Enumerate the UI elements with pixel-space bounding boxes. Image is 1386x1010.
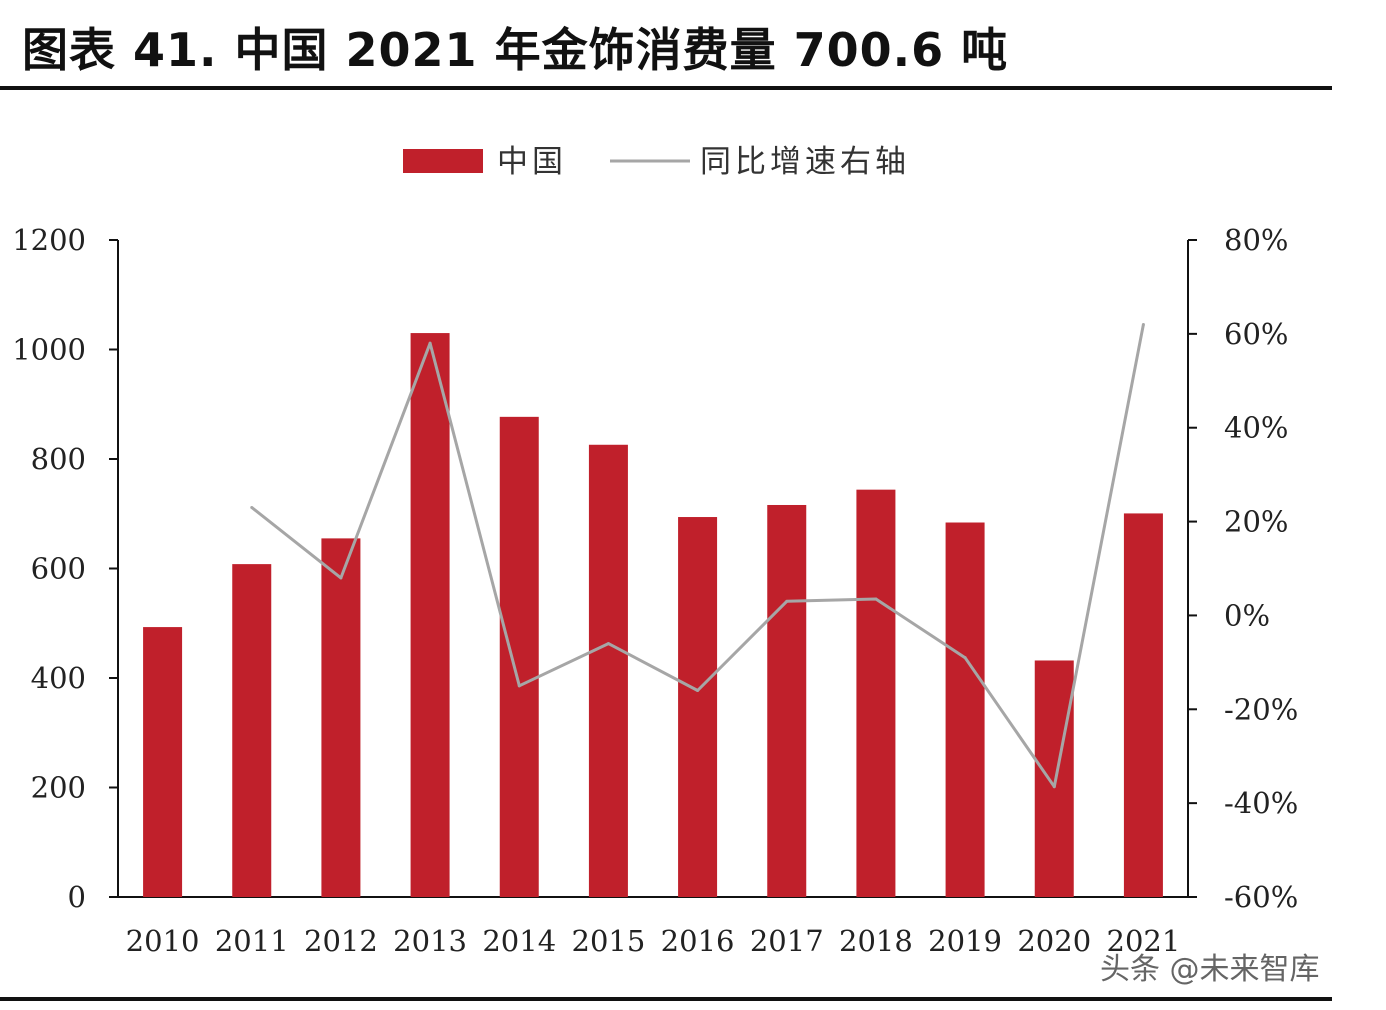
legend-bar-swatch <box>403 149 483 173</box>
growth-point-2014 <box>517 684 521 688</box>
bar-2015 <box>588 444 628 897</box>
growth-point-2019 <box>963 656 967 660</box>
bar-2021 <box>1123 513 1163 897</box>
axes <box>109 239 1197 898</box>
bottom-rule <box>0 997 1332 1001</box>
right-tick-label: -60% <box>1224 880 1298 914</box>
right-tick-label: 0% <box>1224 598 1270 632</box>
growth-point-2020 <box>1052 785 1056 789</box>
x-tick-label: 2011 <box>215 924 289 958</box>
growth-point-2011 <box>250 505 254 509</box>
bar-2011 <box>232 564 272 897</box>
x-tick-label: 2015 <box>572 924 646 958</box>
right-tick-label: 60% <box>1224 317 1288 351</box>
x-tick-label: 2014 <box>482 924 556 958</box>
x-tick-label: 2010 <box>126 924 200 958</box>
legend-label-bar: 中国 <box>497 144 567 180</box>
right-tick-label: -40% <box>1224 786 1298 820</box>
watermark: 头条 @未来智库 <box>1100 952 1320 987</box>
bar-2012 <box>321 538 361 897</box>
x-tick-label: 2013 <box>393 924 467 958</box>
right-tick-label: 20% <box>1224 505 1288 539</box>
x-tick-label: 2016 <box>661 924 735 958</box>
growth-point-2021 <box>1141 322 1145 326</box>
bar-2016 <box>678 517 718 897</box>
bar-2020 <box>1034 660 1074 897</box>
bar-2014 <box>499 416 539 897</box>
left-tick-label: 600 <box>31 552 86 586</box>
growth-point-2017 <box>785 599 789 603</box>
x-tick-label: 2012 <box>304 924 378 958</box>
left-tick-label: 400 <box>31 661 86 695</box>
x-tick-label: 2019 <box>928 924 1002 958</box>
right-tick-label: 80% <box>1224 223 1288 257</box>
tick-labels: 0 200 400 600 800 1000 1200 -60% -40% -20% 0% 20% 40… <box>12 223 1298 958</box>
bar-2018 <box>856 489 896 897</box>
bar-2017 <box>767 504 807 897</box>
growth-point-2015 <box>606 642 610 646</box>
left-tick-label: 200 <box>31 771 86 805</box>
growth-point-2013 <box>428 341 432 345</box>
growth-point-2018 <box>874 597 878 601</box>
growth-point-2016 <box>696 689 700 693</box>
x-tick-label: 2020 <box>1017 924 1091 958</box>
legend: 中国 同比增速右轴 <box>403 144 910 180</box>
left-tick-label: 800 <box>31 442 86 476</box>
top-rule <box>0 86 1332 90</box>
bars <box>143 333 1163 897</box>
growth-point-2012 <box>339 576 343 580</box>
bar-2013 <box>410 333 450 897</box>
chart-title: 图表 41. 中国 2021 年金饰消费量 700.6 吨 <box>22 23 1009 77</box>
bar-2010 <box>143 627 183 897</box>
legend-label-line: 同比增速右轴 <box>700 144 910 180</box>
right-tick-label: 40% <box>1224 411 1288 445</box>
left-tick-label: 1000 <box>12 333 86 367</box>
x-tick-label: 2017 <box>750 924 824 958</box>
left-tick-label: 0 <box>68 880 86 914</box>
x-tick-label: 2018 <box>839 924 913 958</box>
x-tick-label: 2021 <box>1107 924 1181 958</box>
left-tick-label: 1200 <box>12 223 86 257</box>
bar-2019 <box>945 522 985 897</box>
growth-line <box>250 322 1145 789</box>
right-tick-label: -20% <box>1224 692 1298 726</box>
